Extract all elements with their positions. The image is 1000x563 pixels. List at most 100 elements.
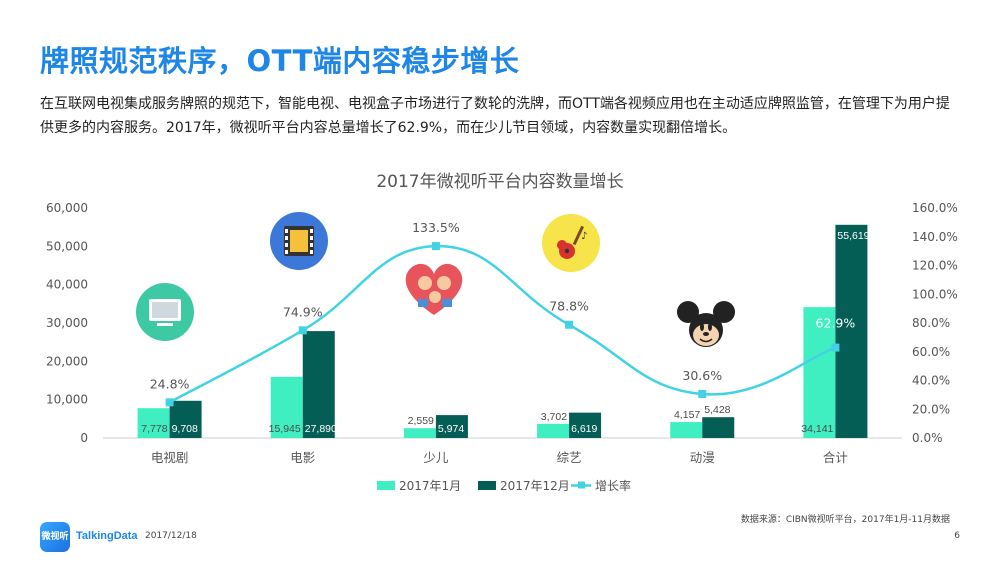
chart-title: 2017年微视听平台内容数量增长 xyxy=(376,172,623,192)
category-label: 电视剧 xyxy=(151,450,189,465)
right-axis-tick-label: 80.0% xyxy=(912,316,950,330)
guitar-icon-bg xyxy=(542,214,600,272)
bar-jan xyxy=(537,423,570,438)
left-axis-tick-label: 60,000 xyxy=(46,201,88,215)
bar-jan xyxy=(270,376,303,438)
face-left xyxy=(418,276,432,290)
right-axis-tick-label: 160.0% xyxy=(912,201,958,215)
right-axis-tick-label: 120.0% xyxy=(912,259,958,273)
tv-screen xyxy=(152,302,178,318)
bar-jan xyxy=(803,307,836,438)
film-hole xyxy=(310,236,313,240)
legend-swatch xyxy=(377,481,395,490)
bar-jan xyxy=(403,428,436,438)
growth-rate-label: 74.9% xyxy=(283,304,323,319)
tv-icon xyxy=(136,283,194,341)
app-logo: 微视听 xyxy=(40,522,70,552)
mickey-mouth xyxy=(699,338,713,343)
legend-marker xyxy=(578,481,585,489)
mickey-icon xyxy=(677,301,735,347)
bar-value-label: 55,619 xyxy=(837,230,869,242)
film-hole xyxy=(285,243,288,247)
bar-dec xyxy=(569,412,602,438)
left-axis-tick-label: 50,000 xyxy=(46,239,88,253)
bar-value-label: 15,945 xyxy=(269,423,301,435)
film-hole xyxy=(285,250,288,254)
category-label: 合计 xyxy=(823,450,848,465)
body-left xyxy=(418,299,428,307)
growth-rate-label: 133.5% xyxy=(412,220,460,235)
growth-rate-point xyxy=(831,343,840,352)
growth-rate-label: 62.9% xyxy=(816,316,856,331)
family-heart-icon xyxy=(405,263,463,315)
music-note: ♪ xyxy=(581,231,587,242)
growth-rate-point xyxy=(698,390,707,399)
bar-dec xyxy=(835,224,868,438)
growth-rate-point xyxy=(165,398,174,407)
film-hole xyxy=(285,236,288,240)
bar-value-label: 5,428 xyxy=(704,404,730,416)
mickey-ear-left xyxy=(677,301,699,323)
bar-dec xyxy=(169,400,202,438)
film-hole xyxy=(310,243,313,247)
body-right xyxy=(442,299,452,307)
bar-dec xyxy=(435,415,468,438)
growth-rate-point xyxy=(298,326,307,335)
guitar-body-upper xyxy=(557,240,567,250)
bar-dec xyxy=(702,417,735,438)
growth-rate-label: 78.8% xyxy=(549,299,589,314)
intro-paragraph: 在互联网电视集成服务牌照的规范下，智能电视、电视盒子市场进行了数轮的洗牌，而OT… xyxy=(40,96,950,136)
category-label: 综艺 xyxy=(557,450,582,465)
growth-rate-label: 30.6% xyxy=(682,368,722,383)
right-axis-tick-label: 140.0% xyxy=(912,230,958,244)
brand-name: TalkingData xyxy=(76,530,138,542)
growth-rate-point xyxy=(565,320,574,329)
right-axis-tick-label: 40.0% xyxy=(912,374,950,388)
data-source-note: 数据来源：CIBN微视听平台，2017年1月-11月数据 xyxy=(740,515,950,525)
growth-rate-line xyxy=(168,244,836,404)
legend-label: 2017年1月 xyxy=(399,479,461,493)
legend-item: 2017年1月 xyxy=(377,479,461,493)
left-axis-tick-label: 0 xyxy=(80,431,88,445)
mickey-eye xyxy=(700,323,704,331)
bar-value-label: 4,157 xyxy=(674,409,700,421)
page-number: 6 xyxy=(954,531,960,541)
mickey-nose xyxy=(703,332,709,336)
bar-value-label: 7,778 xyxy=(141,423,167,435)
bar-value-label: 9,708 xyxy=(172,423,198,435)
right-axis-tick-label: 0.0% xyxy=(912,431,943,445)
bar-value-label: 2,559 xyxy=(408,415,434,427)
category-label: 少儿 xyxy=(423,450,449,465)
left-axis-tick-label: 30,000 xyxy=(46,316,88,330)
guitar-hole xyxy=(564,248,570,254)
report-date: 2017/12/18 xyxy=(145,531,197,541)
right-axis-tick-label: 20.0% xyxy=(912,402,950,416)
left-axis-tick-label: 40,000 xyxy=(46,278,88,292)
legend-item: 2017年12月 xyxy=(478,479,570,493)
tv-stand xyxy=(157,323,173,326)
left-axis-tick-label: 10,000 xyxy=(46,393,88,407)
legend-item: 增长率 xyxy=(571,478,631,493)
legend-swatch xyxy=(478,481,496,490)
film-picture xyxy=(290,230,308,252)
bar-jan xyxy=(670,422,703,438)
face-right xyxy=(437,276,451,290)
mickey-ear-right xyxy=(713,301,735,323)
legend-label: 2017年12月 xyxy=(500,479,570,493)
guitar-neck xyxy=(572,225,584,246)
bar-value-label: 34,141 xyxy=(801,423,833,435)
mickey-eye xyxy=(708,323,712,331)
category-label: 电影 xyxy=(290,450,316,465)
bar-dec xyxy=(302,331,335,438)
heart-shape xyxy=(405,263,463,315)
film-hole xyxy=(310,229,313,233)
growth-rate-point xyxy=(431,242,440,251)
page-title: 牌照规范秩序，OTT端内容稳步增长 xyxy=(40,44,520,78)
bar-jan xyxy=(137,408,170,438)
right-axis-tick-label: 60.0% xyxy=(912,345,950,359)
film-icon xyxy=(270,212,328,270)
film-hole xyxy=(310,250,313,254)
category-label: 动漫 xyxy=(690,450,715,465)
